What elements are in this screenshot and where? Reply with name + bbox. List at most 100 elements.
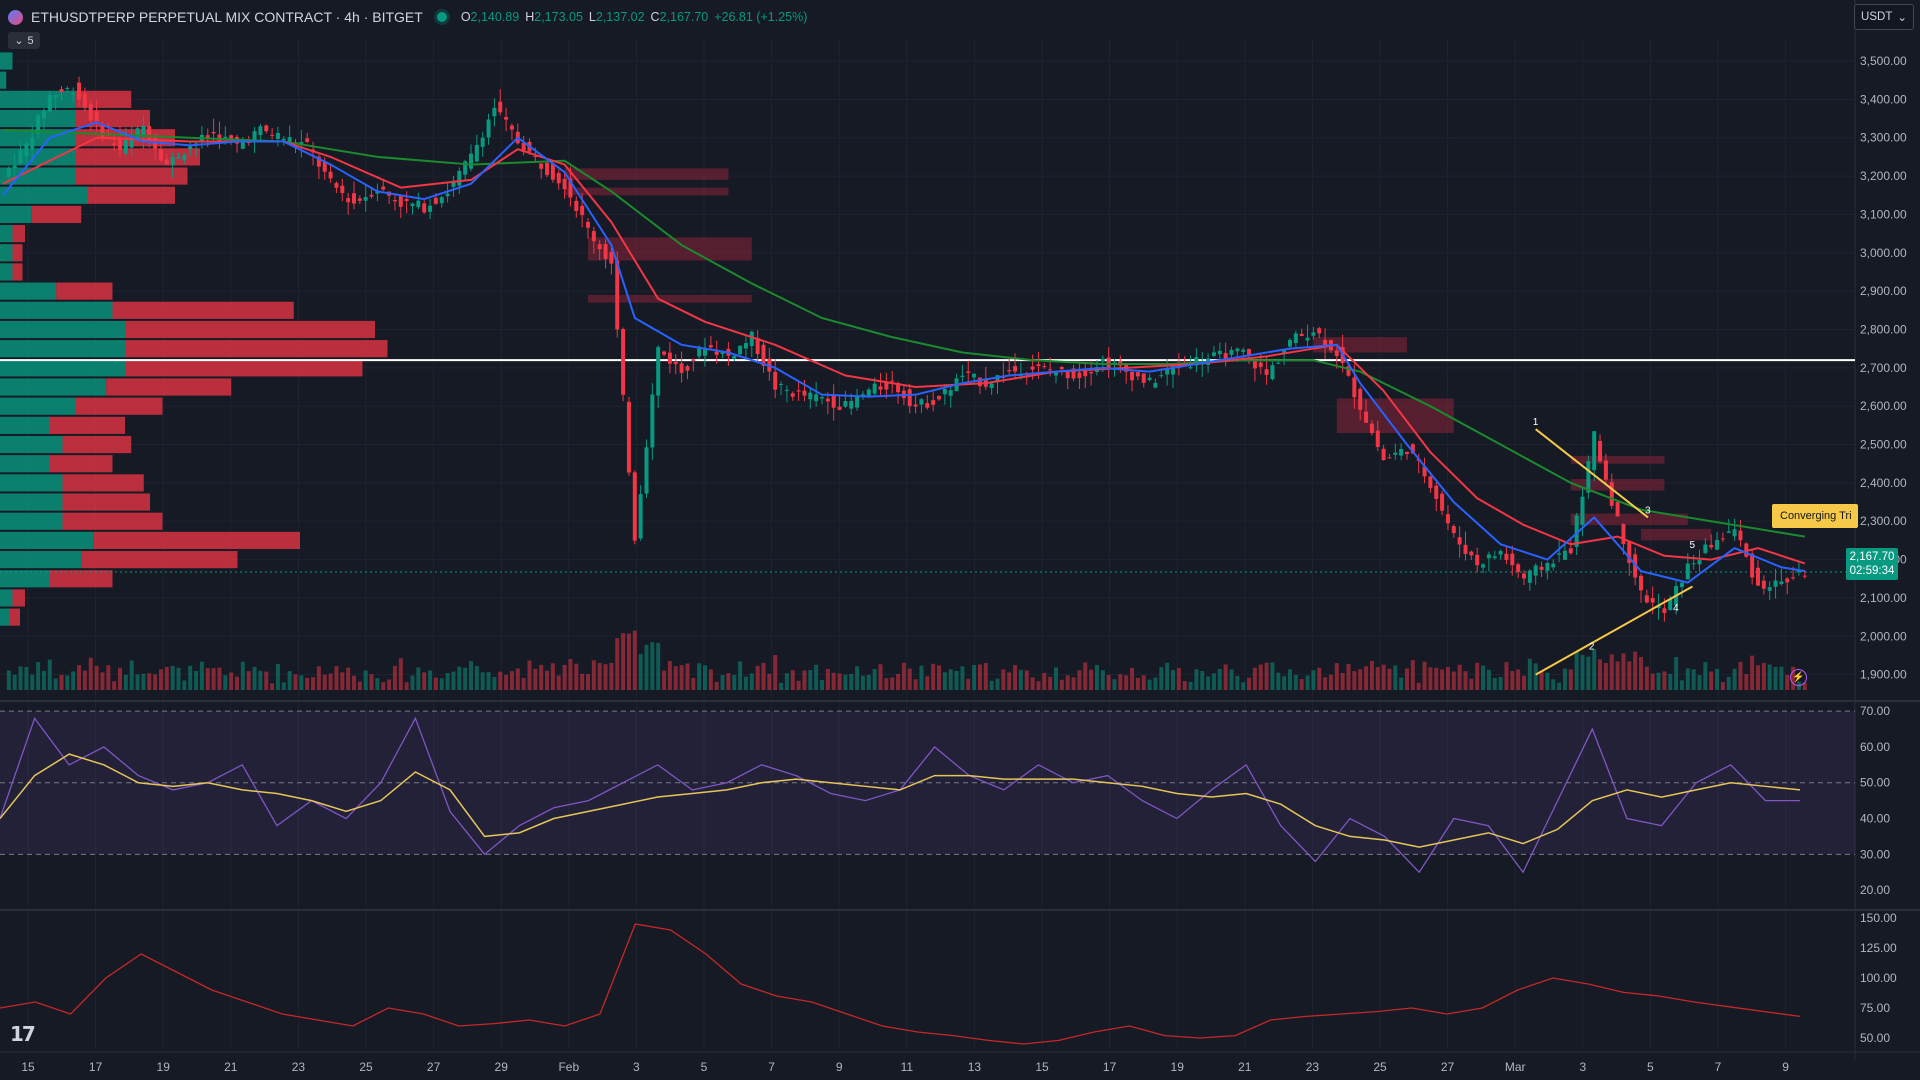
volume-bar [463,667,468,690]
volume-bar [1562,668,1567,690]
volume-bar [1153,677,1158,690]
candle-body [550,163,555,180]
profile-buy-bar [0,435,63,454]
profile-buy-bar [0,359,125,377]
volume-bar [1147,679,1152,690]
volume-bar [1779,666,1784,690]
high-value: 2,173.05 [534,10,583,24]
volume-bar [697,663,702,690]
profile-buy-bar [0,205,32,224]
volume-bar [1323,677,1328,690]
volume-bar [1135,677,1140,690]
currency-label: USDT [1861,11,1893,23]
candle-body [937,396,941,400]
price-tick-label: 2,800.00 [1860,322,1907,336]
candle-body [118,137,122,150]
volume-bar [1013,665,1018,690]
candle-body [352,193,356,204]
candle-body [123,140,128,154]
supply-zone [564,168,729,180]
volume-bar [837,673,842,690]
indicators-collapse-button[interactable]: ⌄ 5 [8,32,40,49]
volume-bar [1399,677,1404,690]
candle-body [837,406,842,410]
candle-body [1054,372,1058,376]
volume-bar [1416,682,1421,690]
currency-select[interactable]: USDT ⌄ [1854,4,1914,30]
lightning-icon[interactable]: ⚡ [1790,669,1807,686]
volume-bar [703,665,707,690]
volume-bar [363,670,368,690]
volume-bar [1106,675,1111,690]
volume-bar [1715,668,1720,690]
time-tick-label: 19 [1171,1060,1185,1074]
volume-bar [556,675,561,690]
volume-bar [492,677,497,690]
candle-body [299,141,304,145]
candle-body [896,382,901,393]
last-price-tag: 2,167.70 02:59:34 [1846,548,1898,580]
candle-body [1568,548,1573,554]
volume-bar [1732,668,1737,690]
volume-bar [235,676,239,690]
volume-bar [141,673,146,690]
candle-body [504,116,509,120]
volume-bar [1270,662,1275,690]
volume-bar [1065,675,1070,690]
time-tick-label: 9 [1782,1060,1789,1074]
volume-bar [1311,670,1316,690]
candle-body [1264,369,1269,375]
profile-buy-bar [0,320,125,339]
volume-bar [24,666,29,690]
volume-bar [1358,669,1363,690]
volume-bar [357,681,362,690]
candle-body [1720,538,1725,540]
volume-bar [1352,671,1357,690]
volume-bar [1668,673,1673,690]
volume-bar [609,662,614,690]
profile-buy-bar [0,455,50,473]
price-axis: 3,500.00 3,400.00 3,300.00 3,200.00 3,100.00… [1860,54,1907,1045]
volume-bar [217,667,222,690]
volume-bar [88,657,93,690]
volume-bar [322,674,327,690]
candle-body [381,186,386,190]
candle-body [1621,524,1626,545]
volume-bar [1030,677,1035,690]
volume-bar [1305,675,1310,690]
time-tick-label: 3 [1579,1060,1586,1074]
candle-body [328,171,333,179]
volume-bar [521,678,526,690]
profile-buy-bar [0,90,75,108]
volume-bar [1340,672,1345,690]
volume-bar [1486,669,1491,690]
profile-sell-bar [50,570,113,588]
volume-bar [796,680,801,690]
triangle-label[interactable]: Converging Tri [1772,504,1858,528]
volume-bar [872,669,877,690]
profile-buy-bar [0,340,125,358]
volume-bar [112,681,117,690]
symbol-title[interactable]: ETHUSDTPERP PERPETUAL MIX CONTRACT · 4h … [31,9,423,25]
volume-bar [644,644,649,690]
candle-body [1445,514,1450,524]
volume-bar [860,675,865,690]
volume-bar [270,683,275,690]
candle-body [679,363,684,373]
price-tick-label: 2,600.00 [1860,399,1907,413]
volume-bar [749,673,754,690]
volume-bar [135,674,140,690]
candle-body [907,389,912,407]
volume-bar [100,672,105,690]
volume-bar [831,672,836,690]
candle-body [1527,570,1532,583]
supply-zone [588,237,752,261]
profile-buy-bar [0,551,82,569]
candle-body [1486,554,1491,559]
volume-bar [416,667,421,690]
candle-body [188,146,193,150]
candle-body [656,347,661,396]
lower-tick-label: 125.00 [1860,941,1897,955]
profile-sell-bar [75,90,132,108]
